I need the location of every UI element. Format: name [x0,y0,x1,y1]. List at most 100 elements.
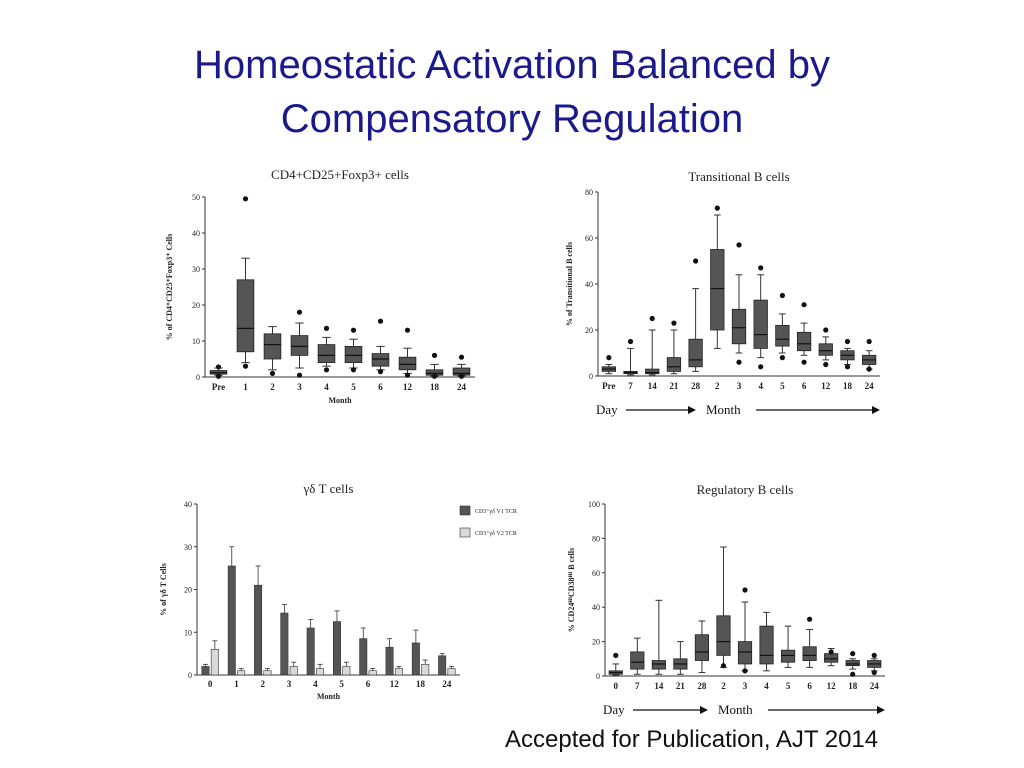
box [645,368,660,375]
chart-title: CD4+CD25+Foxp3+ cells [271,167,409,182]
x-tick-label: 28 [697,681,707,691]
outlier-point [269,370,276,376]
outlier-point [742,668,748,674]
day-label: Day [596,402,618,417]
outlier-point [458,373,465,379]
bar-v2 [394,668,403,676]
y-tick-label: 60 [592,569,600,578]
x-tick-label: 12 [390,679,400,689]
box [290,335,309,356]
box [317,344,336,364]
outlier-point [323,325,330,331]
box [236,279,255,353]
x-tick-label: 24 [870,681,880,691]
y-tick-label: 40 [184,500,192,509]
outlier-point [823,361,829,368]
outlier-point [377,369,384,375]
box [651,660,666,670]
outlier-point [736,242,742,248]
x-tick-label: 18 [416,679,426,689]
box [731,308,747,345]
box [371,353,390,367]
outlier-point [431,352,438,358]
x-tick-label: 7 [628,381,633,391]
outlier-point [850,671,856,677]
month-arrowhead [877,706,885,714]
box [694,634,710,661]
y-tick-label: 0 [188,671,192,680]
box [802,646,817,661]
outlier-point [215,364,222,370]
outlier-point [866,366,872,372]
outlier-point [844,364,851,370]
month-arrowhead [872,406,880,414]
box [716,615,731,656]
outlier-point [850,651,856,657]
transitional-b-box-chart: Transitional B cells 0 20 40 60 80 % of Transi… [565,169,880,417]
x-tick-label: 21 [676,681,686,691]
outlier-point [242,363,249,369]
x-tick-label: 6 [807,681,812,691]
outlier-point [627,338,634,345]
x-tick-label: 2 [261,679,266,689]
x-tick-label: 0 [614,681,619,691]
bar-v1 [332,621,341,676]
x-tick-label: 18 [430,382,440,392]
bar-v1 [385,646,394,676]
box [688,338,703,368]
box [753,299,768,349]
box [710,249,725,331]
outlier-point [758,364,764,370]
box [796,331,812,352]
y-tick-label: 20 [184,586,192,595]
outlier-point [871,652,877,658]
bar-v1 [306,627,315,676]
outlier-point [242,196,249,202]
outlier-point [758,265,764,271]
outlier-point [296,372,303,378]
x-tick-label: 12 [403,382,413,392]
x-tick-label: 4 [764,681,769,691]
y-tick-label: 40 [585,280,593,289]
bar-v1 [201,666,210,676]
x-tick-label: 0 [208,679,213,689]
x-tick-label: 24 [442,679,452,689]
x-tick-label: 2 [721,681,726,691]
box [666,357,682,372]
outlier-point [404,327,411,333]
x-tick-label: 5 [786,681,791,691]
x-tick-label: 6 [802,381,807,391]
outlier-point [871,669,877,676]
legend-label: CD3⁺γδ V2 TCR [475,530,517,537]
bar-v2 [342,666,351,676]
x-tick-label: 12 [827,681,837,691]
bar-v2 [368,670,377,676]
box [344,345,363,363]
x-tick-label: Pre [212,382,225,392]
bar-v1 [280,612,289,676]
outlier-point [377,318,384,324]
box [398,356,417,371]
bar-v2 [263,670,272,676]
x-tick-label: 28 [691,381,701,391]
x-tick-label: 14 [648,381,658,391]
chart-title: Transitional B cells [688,169,789,184]
bar-v2 [237,670,246,676]
y-tick-label: 0 [596,672,600,681]
foxp3-box-chart: CD4+CD25+Foxp3+ cells 0 10 20 30 40 50 % of CD4… [165,167,475,405]
outlier-point [458,354,465,360]
outlier-point [671,320,677,326]
y-tick-label: 30 [192,265,200,274]
x-axis-label: Month [317,692,341,701]
outlier-point [431,373,438,379]
chart-title: Regulatory B cells [697,482,794,497]
bar-v1 [359,638,368,676]
box [263,333,282,360]
x-tick-label: 3 [737,381,742,391]
y-tick-label: 10 [184,628,192,637]
x-tick-label: 3 [287,679,292,689]
x-tick-label: 18 [848,681,858,691]
y-tick-label: 20 [592,638,600,647]
